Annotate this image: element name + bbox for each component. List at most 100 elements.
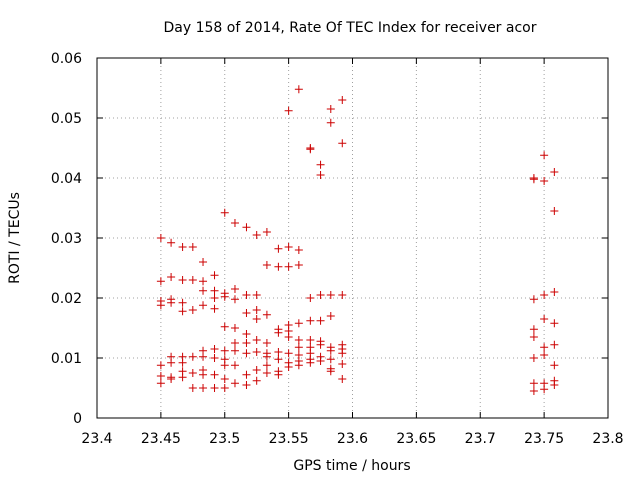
- data-point-marker: [156, 277, 165, 286]
- data-point-marker: [242, 381, 251, 389]
- data-point-marker: [316, 340, 325, 349]
- data-point-marker: [338, 349, 347, 358]
- data-point-marker: [262, 361, 271, 370]
- data-point-marker: [230, 324, 239, 332]
- data-point-marker: [326, 291, 335, 299]
- y-axis-label: ROTI / TECUs: [7, 192, 23, 284]
- data-point-marker: [529, 379, 538, 388]
- data-point-marker: [210, 271, 219, 280]
- data-point-marker: [338, 96, 347, 104]
- data-point-marker: [210, 370, 219, 379]
- y-tick-label: 0.02: [51, 291, 82, 307]
- data-point-marker: [262, 228, 271, 236]
- data-point-marker: [167, 238, 176, 247]
- data-point-marker: [294, 85, 303, 94]
- x-tick-label: 23.5: [209, 431, 240, 447]
- data-point-marker: [210, 286, 219, 295]
- data-point-marker: [284, 262, 293, 271]
- x-tick-label: 23.75: [524, 431, 564, 447]
- data-point-marker: [242, 330, 251, 338]
- data-point-marker: [529, 354, 538, 362]
- data-point-marker: [294, 261, 303, 269]
- data-point-marker: [252, 336, 261, 344]
- data-point-marker: [338, 139, 347, 148]
- data-point-marker: [230, 285, 239, 293]
- data-point-marker: [252, 231, 261, 239]
- data-point-marker: [230, 361, 239, 370]
- data-point-marker: [220, 292, 229, 301]
- data-point-marker: [220, 375, 229, 383]
- data-point-marker: [199, 370, 208, 379]
- data-point-marker: [550, 361, 559, 370]
- data-point-marker: [262, 352, 271, 361]
- data-point-marker: [316, 291, 325, 299]
- data-point-marker: [262, 369, 271, 377]
- data-point-marker: [156, 301, 165, 310]
- data-point-marker: [210, 294, 219, 302]
- data-point-marker: [306, 145, 315, 154]
- data-point-marker: [156, 234, 165, 242]
- data-point-marker: [178, 307, 187, 316]
- data-point-marker: [274, 262, 283, 271]
- data-point-marker: [210, 345, 219, 353]
- data-point-marker: [284, 106, 293, 115]
- data-point-marker: [316, 316, 325, 325]
- data-point-marker: [210, 304, 219, 313]
- data-point-marker: [540, 343, 549, 352]
- data-point-marker: [252, 315, 261, 323]
- data-point-marker: [540, 291, 549, 299]
- tick-labels: 23.4 23.45 23.5 23.55 23.6 23.65 23.7 23.75 23.8…: [51, 51, 624, 447]
- data-point-marker: [262, 339, 271, 347]
- data-point-marker: [252, 291, 261, 299]
- data-point-marker: [252, 348, 261, 356]
- data-point-marker: [284, 349, 293, 358]
- data-point-marker: [252, 366, 261, 374]
- data-point-marker: [274, 355, 283, 364]
- data-point-marker: [242, 339, 251, 347]
- data-point-marker: [540, 385, 549, 394]
- data-point-marker: [540, 351, 549, 359]
- grid: [97, 58, 608, 418]
- data-point-marker: [199, 301, 208, 310]
- x-tick-label: 23.4: [81, 431, 112, 447]
- data-point-marker: [540, 315, 549, 323]
- data-point-marker: [529, 325, 538, 334]
- data-point-marker: [550, 207, 559, 215]
- data-point-marker: [230, 379, 239, 388]
- data-point-marker: [252, 306, 261, 314]
- data-point-marker: [230, 346, 239, 355]
- data-point-marker: [540, 177, 549, 185]
- data-point-marker: [220, 346, 229, 355]
- data-point-marker: [294, 361, 303, 370]
- data-point-marker: [188, 384, 197, 392]
- data-point-marker: [178, 243, 187, 251]
- x-tick-label: 23.45: [141, 431, 181, 447]
- data-points: [156, 85, 559, 395]
- x-axis-label: GPS time / hours: [293, 458, 410, 474]
- data-point-marker: [242, 349, 251, 358]
- chart-title: Day 158 of 2014, Rate Of TEC Index for r…: [164, 20, 537, 36]
- data-point-marker: [220, 208, 229, 217]
- data-point-marker: [316, 171, 325, 179]
- data-point-marker: [178, 276, 187, 284]
- data-point-marker: [284, 243, 293, 251]
- data-point-marker: [550, 288, 559, 296]
- data-point-marker: [167, 375, 176, 383]
- data-point-marker: [220, 361, 229, 370]
- data-point-marker: [242, 370, 251, 379]
- x-tick-label: 23.55: [269, 431, 309, 447]
- data-point-marker: [156, 361, 165, 370]
- data-point-marker: [326, 105, 335, 113]
- data-point-marker: [316, 357, 325, 365]
- data-point-marker: [199, 286, 208, 295]
- data-point-marker: [188, 276, 197, 284]
- data-point-marker: [274, 348, 283, 356]
- data-point-marker: [210, 384, 219, 392]
- data-point-marker: [550, 168, 559, 176]
- data-point-marker: [178, 373, 187, 382]
- data-point-marker: [188, 352, 197, 361]
- data-point-marker: [338, 291, 347, 299]
- data-point-marker: [306, 358, 315, 367]
